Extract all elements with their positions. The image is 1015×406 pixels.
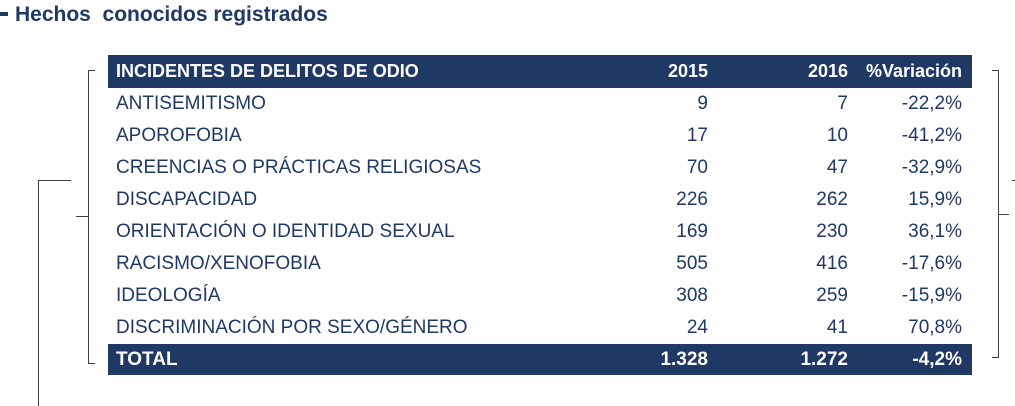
row-variation: 70,8% — [908, 317, 962, 338]
row-name: IDEOLOGÍA — [116, 285, 221, 306]
total-2016: 1.272 — [718, 344, 858, 375]
table-row: CREENCIAS O PRÁCTICAS RELIGIOSAS 70 47 -… — [108, 152, 972, 184]
outer-bracket-left — [38, 180, 71, 406]
row-variation: -17,6% — [901, 253, 962, 274]
row-variation: -22,2% — [901, 93, 962, 114]
hate-crimes-table: INCIDENTES DE DELITOS DE ODIO 2015 2016 … — [108, 55, 972, 375]
header-incidents: INCIDENTES DE DELITOS DE ODIO — [108, 55, 578, 88]
row-2016: 416 — [816, 253, 848, 274]
row-2016: 47 — [826, 157, 848, 178]
row-name: ANTISEMITISMO — [116, 93, 266, 114]
row-2015: 24 — [686, 317, 708, 338]
total-variation: -4,2% — [858, 344, 972, 375]
header-2016: 2016 — [718, 55, 858, 88]
total-2015: 1.328 — [578, 344, 718, 375]
header-2015: 2015 — [578, 55, 718, 88]
table-row: DISCRIMINACIÓN POR SEXO/GÉNERO 24 41 70,… — [108, 312, 972, 344]
bullet-icon — [0, 11, 8, 16]
row-2016: 262 — [816, 189, 848, 210]
row-name: APOROFOBIA — [116, 125, 242, 146]
outer-bracket-right-tick — [1012, 180, 1015, 181]
row-variation: -41,2% — [901, 125, 962, 146]
table-header-row: INCIDENTES DE DELITOS DE ODIO 2015 2016 … — [108, 55, 972, 88]
row-name: DISCRIMINACIÓN POR SEXO/GÉNERO — [116, 317, 468, 338]
row-2015: 169 — [676, 221, 708, 242]
row-variation: -15,9% — [901, 285, 962, 306]
bracket-right-tick — [999, 214, 1009, 215]
row-name: RACISMO/XENOFOBIA — [116, 253, 321, 274]
row-variation: -32,9% — [901, 157, 962, 178]
total-label: TOTAL — [108, 344, 578, 375]
row-2015: 505 — [676, 253, 708, 274]
table-row: IDEOLOGÍA 308 259 -15,9% — [108, 280, 972, 312]
table-row: RACISMO/XENOFOBIA 505 416 -17,6% — [108, 248, 972, 280]
row-2015: 9 — [697, 93, 708, 114]
row-2016: 10 — [826, 125, 848, 146]
row-2016: 7 — [837, 93, 848, 114]
row-variation: 15,9% — [908, 189, 962, 210]
table-row: APOROFOBIA 17 10 -41,2% — [108, 120, 972, 152]
row-variation: 36,1% — [908, 221, 962, 242]
page-title: Hechos conocidos registrados — [0, 3, 328, 27]
row-2015: 226 — [676, 189, 708, 210]
bracket-left — [76, 70, 95, 364]
page-title-text: Hechos conocidos registrados — [15, 3, 328, 26]
row-2015: 17 — [686, 125, 708, 146]
row-2016: 230 — [816, 221, 848, 242]
table-row: DISCAPACIDAD 226 262 15,9% — [108, 184, 972, 216]
table-row: ANTISEMITISMO 9 7 -22,2% — [108, 88, 972, 120]
row-2015: 308 — [676, 285, 708, 306]
row-2016: 41 — [826, 317, 848, 338]
row-2016: 259 — [816, 285, 848, 306]
table-row: ORIENTACIÓN O IDENTIDAD SEXUAL 169 230 3… — [108, 216, 972, 248]
row-name: ORIENTACIÓN O IDENTIDAD SEXUAL — [116, 221, 455, 242]
table-total-row: TOTAL 1.328 1.272 -4,2% — [108, 344, 972, 375]
bracket-left-tick — [76, 216, 88, 217]
header-variation: %Variación — [858, 55, 972, 88]
row-name: CREENCIAS O PRÁCTICAS RELIGIOSAS — [116, 157, 482, 178]
row-2015: 70 — [686, 157, 708, 178]
row-name: DISCAPACIDAD — [116, 189, 258, 210]
bracket-right — [992, 70, 1009, 358]
